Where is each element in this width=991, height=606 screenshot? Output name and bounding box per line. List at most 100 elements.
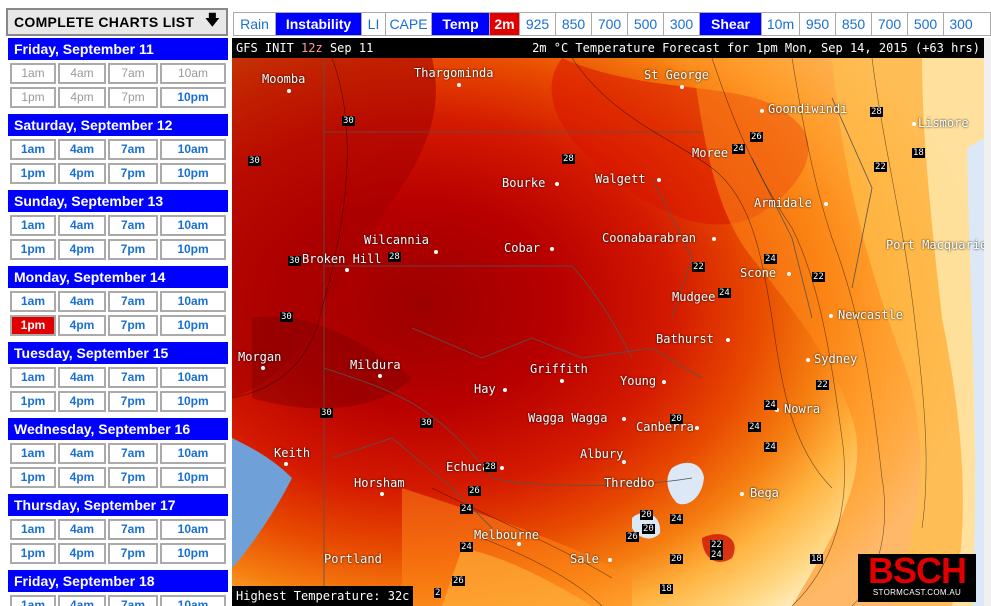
bsch-logo[interactable]: BSCH STORMCAST.COM.AU [858, 553, 976, 602]
time-button[interactable]: 10pm [160, 87, 226, 108]
city-dot [912, 122, 916, 126]
time-button[interactable]: 10pm [160, 391, 226, 412]
time-button[interactable]: 4am [58, 443, 106, 464]
time-button[interactable]: 7pm [108, 315, 158, 336]
time-button[interactable]: 10am [160, 291, 226, 312]
city-dot [345, 268, 349, 272]
download-icon[interactable]: 🡇 [204, 11, 220, 29]
time-button[interactable]: 4pm [58, 315, 106, 336]
city-label: Horsham [354, 476, 405, 490]
tab-temp-850[interactable]: 850 [556, 13, 592, 35]
tab-shear[interactable]: Shear [700, 13, 762, 35]
tab-shear-700[interactable]: 700 [872, 13, 908, 35]
time-button[interactable]: 4am [58, 63, 106, 84]
time-button[interactable]: 7pm [108, 163, 158, 184]
time-button[interactable]: 1pm [10, 391, 56, 412]
time-button[interactable]: 1pm [10, 163, 56, 184]
tab-rain[interactable]: Rain [234, 13, 276, 35]
time-button[interactable]: 1am [10, 139, 56, 160]
time-button[interactable]: 10am [160, 595, 226, 606]
time-button[interactable]: 1am [10, 63, 56, 84]
tab-temp-2m[interactable]: 2m [490, 13, 520, 35]
tab-instability[interactable]: Instability [276, 13, 362, 35]
forecast-title: 2m °C Temperature Forecast for 1pm Mon, … [532, 41, 980, 55]
time-button[interactable]: 1pm [10, 87, 56, 108]
tab-temp-300[interactable]: 300 [664, 13, 700, 35]
tab-shear-500[interactable]: 500 [908, 13, 944, 35]
tab-li[interactable]: LI [362, 13, 386, 35]
time-button[interactable]: 4pm [58, 391, 106, 412]
time-button[interactable]: 1am [10, 291, 56, 312]
time-button[interactable]: 7am [108, 139, 158, 160]
city-label: Griffith [530, 362, 588, 376]
time-button[interactable]: 1pm [10, 239, 56, 260]
time-button[interactable]: 7pm [108, 391, 158, 412]
time-button[interactable]: 7am [108, 519, 158, 540]
time-button[interactable]: 4am [58, 519, 106, 540]
time-button[interactable]: 10am [160, 215, 226, 236]
time-button[interactable]: 4am [58, 291, 106, 312]
city-label: Albury [580, 447, 624, 461]
city-label: Goondiwindi [768, 102, 848, 116]
time-button[interactable]: 7pm [108, 543, 158, 564]
time-button[interactable]: 10am [160, 367, 226, 388]
time-button[interactable]: 1am [10, 215, 56, 236]
time-button[interactable]: 7pm [108, 239, 158, 260]
contour-label: 18 [810, 554, 823, 564]
time-button[interactable]: 4pm [58, 163, 106, 184]
city-label: Keith [274, 446, 311, 460]
contour-label: 30 [342, 116, 355, 126]
time-button[interactable]: 4pm [58, 87, 106, 108]
tab-shear-850[interactable]: 850 [836, 13, 872, 35]
tab-shear-300[interactable]: 300 [949, 16, 973, 32]
time-button[interactable]: 10am [160, 139, 226, 160]
contour-label: 18 [660, 584, 673, 594]
day-heading: Sunday, September 13 [8, 190, 228, 212]
time-button[interactable]: 1pm [10, 467, 56, 488]
time-button[interactable]: 7pm [108, 467, 158, 488]
time-button[interactable]: 1am [10, 443, 56, 464]
time-button[interactable]: 4am [58, 595, 106, 606]
tab-temp-500[interactable]: 500 [628, 13, 664, 35]
time-button[interactable]: 4pm [58, 467, 106, 488]
time-button[interactable]: 7am [108, 215, 158, 236]
time-button[interactable]: 1pm [10, 543, 56, 564]
charts-list-header[interactable]: COMPLETE CHARTS LIST 🡇 [6, 8, 228, 36]
time-button[interactable]: 4pm [58, 543, 106, 564]
contour-label: 24 [764, 400, 777, 410]
time-button[interactable]: 10am [160, 63, 226, 84]
city-label: Mudgee [672, 290, 716, 304]
time-button[interactable]: 4pm [58, 239, 106, 260]
time-button[interactable]: 10pm [160, 163, 226, 184]
time-button[interactable]: 7am [108, 443, 158, 464]
tab-temp-925[interactable]: 925 [520, 13, 556, 35]
time-button-selected[interactable]: 1pm [10, 315, 56, 336]
time-button[interactable]: 10am [160, 519, 226, 540]
time-button[interactable]: 1am [10, 367, 56, 388]
time-button[interactable]: 10am [160, 443, 226, 464]
time-button[interactable]: 1am [10, 519, 56, 540]
time-button[interactable]: 7pm [108, 87, 158, 108]
tab-shear-950[interactable]: 950 [800, 13, 836, 35]
time-button[interactable]: 1am [10, 595, 56, 606]
time-button[interactable]: 4am [58, 139, 106, 160]
time-button[interactable]: 7am [108, 595, 158, 606]
time-button[interactable]: 7am [108, 291, 158, 312]
time-button[interactable]: 7am [108, 63, 158, 84]
tab-temp-700[interactable]: 700 [592, 13, 628, 35]
time-button[interactable]: 4am [58, 215, 106, 236]
temperature-map[interactable]: Moomba Thargominda St George Goondiwindi… [232, 58, 984, 606]
contour-label: 22 [692, 262, 705, 272]
tab-temp[interactable]: Temp [432, 13, 490, 35]
time-button[interactable]: 10pm [160, 315, 226, 336]
time-button[interactable]: 10pm [160, 467, 226, 488]
contour-label: 22 [812, 272, 825, 282]
tab-shear-10m[interactable]: 10m [762, 13, 800, 35]
time-button[interactable]: 10pm [160, 239, 226, 260]
time-button[interactable]: 10pm [160, 543, 226, 564]
tab-cape[interactable]: CAPE [386, 13, 432, 35]
time-button[interactable]: 4am [58, 367, 106, 388]
time-button[interactable]: 7am [108, 367, 158, 388]
page-scrollbar[interactable] [984, 38, 991, 606]
city-label: Portland [324, 552, 382, 566]
